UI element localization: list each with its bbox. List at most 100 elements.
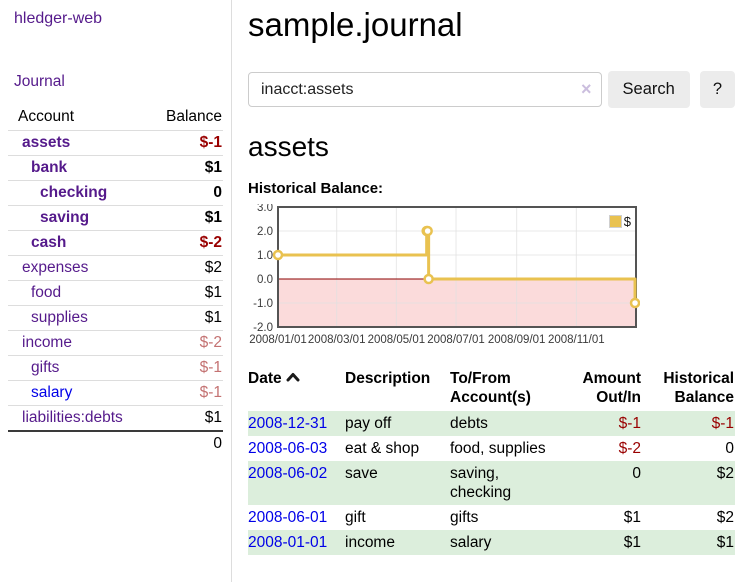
account-balance: $1	[143, 405, 223, 431]
register-date-cell: 2008-01-01	[248, 530, 345, 555]
account-link[interactable]: assets	[22, 134, 71, 151]
account-name-cell: food	[8, 280, 144, 306]
transaction-date-link[interactable]: 2008-06-03	[248, 440, 328, 457]
register-date-cell: 2008-12-31	[248, 411, 345, 436]
register-header-date-label: Date	[248, 370, 282, 387]
account-balance: $1	[143, 305, 223, 331]
account-link[interactable]: supplies	[31, 309, 88, 326]
y-tick-label: 3.0	[257, 204, 273, 214]
account-name-cell: cash	[8, 230, 144, 256]
data-point	[422, 225, 433, 237]
account-row: gifts $-1	[8, 355, 223, 381]
account-row: liabilities:debts $1	[8, 405, 223, 431]
x-tick-label: 2008/11/01	[548, 334, 605, 346]
account-balance: 0	[143, 180, 223, 206]
x-tick-label: 2008/09/01	[488, 334, 546, 346]
register-row: 2008-06-01 gift gifts $1 $2	[248, 505, 735, 530]
register-amount: $1	[623, 509, 641, 526]
account-link[interactable]: cash	[31, 234, 67, 251]
register-accounts: debts	[450, 415, 488, 432]
account-balance: $-1	[143, 130, 223, 156]
account-name-cell: checking	[8, 180, 144, 206]
account-name-cell: supplies	[8, 305, 144, 331]
account-name-cell: liabilities:debts	[8, 405, 144, 431]
register-amount: 0	[632, 465, 641, 482]
page-title: sample.journal	[248, 6, 463, 43]
register-description: gift	[345, 509, 366, 526]
register-amount: $-2	[618, 440, 641, 457]
account-row: checking 0	[8, 180, 223, 206]
register-balance: 0	[725, 440, 734, 457]
search-form: × Search ?	[248, 71, 735, 108]
accounts-total-value: 0	[8, 430, 223, 456]
register-header-row: Date Description To/From Account(s) Amou…	[248, 367, 735, 411]
clear-search-icon[interactable]: ×	[581, 79, 592, 99]
register-description: save	[345, 465, 378, 482]
account-link[interactable]: liabilities:debts	[22, 409, 123, 426]
account-balance: $-2	[143, 330, 223, 356]
plot-border	[277, 206, 637, 328]
help-button[interactable]: ?	[699, 71, 735, 108]
register-accounts: food, supplies	[450, 440, 546, 457]
account-link[interactable]: bank	[31, 159, 68, 176]
register-balance: $1	[716, 534, 734, 551]
account-link[interactable]: food	[31, 284, 62, 301]
transaction-date-link[interactable]: 2008-12-31	[248, 415, 328, 432]
register-accounts: saving, checking	[450, 465, 512, 501]
register-amount: $-1	[618, 415, 641, 432]
transaction-date-link[interactable]: 2008-06-01	[248, 509, 328, 526]
accounts-header-balance: Balance	[165, 108, 222, 125]
x-tick-label: 2008/03/01	[308, 334, 366, 346]
search-box: ×	[248, 72, 602, 107]
account-link[interactable]: gifts	[31, 359, 60, 376]
sidebar-item-journal[interactable]: Journal	[14, 73, 65, 90]
account-link[interactable]: checking	[40, 184, 108, 201]
y-tick-label: 1.0	[257, 250, 273, 262]
account-balance: $-1	[143, 380, 223, 406]
account-row: supplies $1	[8, 305, 223, 331]
account-row: bank $1	[8, 155, 223, 181]
accounts-table: Account Balance assets $-1 bank $1 check…	[8, 104, 223, 456]
account-balance: $1	[143, 205, 223, 231]
transaction-date-link[interactable]: 2008-06-02	[248, 465, 328, 482]
account-balance: $1	[143, 155, 223, 181]
data-point	[423, 273, 434, 285]
y-tick-label: -2.0	[253, 322, 273, 334]
account-row: expenses $2	[8, 255, 223, 281]
app-brand-link[interactable]: hledger-web	[14, 10, 103, 27]
y-tick-label: 2.0	[257, 226, 273, 238]
search-input[interactable]	[248, 72, 602, 107]
account-row: salary $-1	[8, 380, 223, 406]
account-row: saving $1	[8, 205, 223, 231]
legend-swatch-icon	[608, 215, 622, 228]
account-name-cell: income	[8, 330, 144, 356]
account-name-cell: gifts	[8, 355, 144, 381]
register-description: pay off	[345, 415, 392, 432]
register-header-accounts: To/From Account(s)	[450, 370, 531, 406]
search-button[interactable]: Search	[607, 71, 690, 108]
register-date-cell: 2008-06-01	[248, 505, 345, 530]
transaction-date-link[interactable]: 2008-01-01	[248, 534, 328, 551]
account-link[interactable]: expenses	[22, 259, 89, 276]
register-header-amount: Amount Out/In	[582, 370, 641, 406]
data-point	[272, 249, 284, 261]
accounts-total-row: 0	[8, 430, 223, 456]
account-row: income $-2	[8, 330, 223, 356]
register-row: 2008-06-03 eat & shop food, supplies $-2…	[248, 436, 735, 461]
account-link[interactable]: salary	[31, 384, 73, 401]
chart-section-label: Historical Balance:	[248, 180, 384, 197]
register-description: eat & shop	[345, 440, 420, 457]
account-link[interactable]: saving	[40, 209, 90, 226]
account-row: food $1	[8, 280, 223, 306]
register-balance: $2	[716, 465, 734, 482]
x-tick-label: 2008/01/01	[249, 334, 307, 346]
account-link[interactable]: income	[22, 334, 72, 351]
register-row: 2008-06-02 save saving, checking 0 $2	[248, 461, 735, 505]
register-table: Date Description To/From Account(s) Amou…	[248, 367, 735, 555]
account-name-cell: bank	[8, 155, 144, 181]
register-header-description: Description	[345, 370, 431, 387]
x-tick-label: 2008/07/01	[427, 334, 485, 346]
accounts-header-account: Account	[18, 108, 75, 125]
register-balance: $2	[716, 509, 734, 526]
y-tick-label: -1.0	[253, 298, 273, 310]
